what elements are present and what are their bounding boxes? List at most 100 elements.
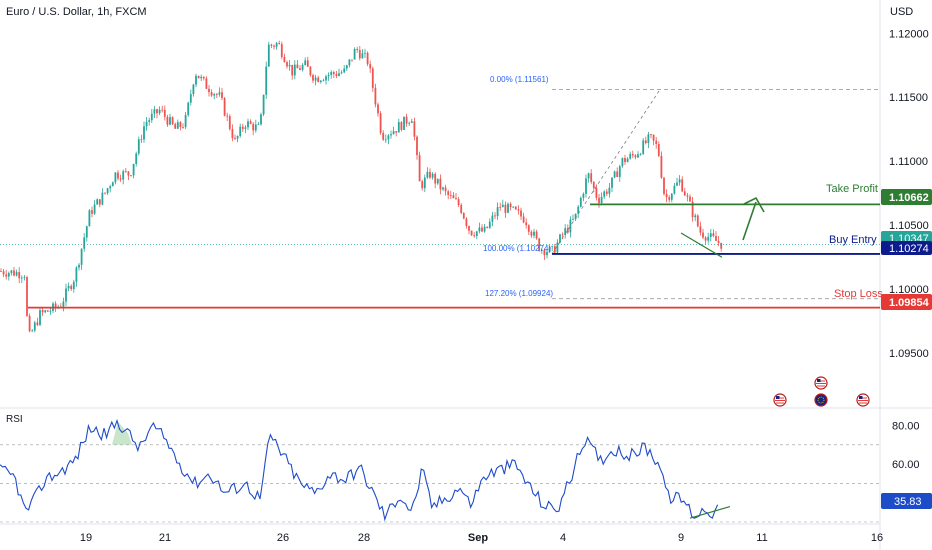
candle <box>148 117 151 126</box>
candle <box>444 184 447 196</box>
candle <box>273 44 275 50</box>
candle <box>338 68 340 77</box>
candle <box>158 106 161 116</box>
candle <box>413 117 416 141</box>
candle <box>283 53 286 63</box>
candle <box>715 231 717 242</box>
candle <box>83 233 86 252</box>
candle <box>504 201 507 218</box>
candle <box>54 301 57 312</box>
candle <box>702 228 704 240</box>
candle <box>569 216 572 238</box>
candle <box>293 60 296 80</box>
candle <box>605 188 608 196</box>
candle <box>709 228 712 242</box>
candle <box>408 121 411 127</box>
candle <box>7 271 10 281</box>
candle <box>335 70 338 79</box>
candle <box>88 208 91 227</box>
candle <box>517 205 520 215</box>
candle <box>392 126 395 135</box>
candle <box>252 121 255 136</box>
candle <box>20 275 23 284</box>
chart-title: Euro / U.S. Dollar, 1h, FXCM <box>6 6 147 18</box>
candle <box>46 309 49 312</box>
price-tick-label: 1.09500 <box>889 348 929 360</box>
us-flag-icon[interactable] <box>814 376 828 390</box>
fib-0-label: 0.00% (1.11561) <box>490 75 549 84</box>
candle <box>410 118 413 124</box>
candle <box>374 83 377 108</box>
candle <box>673 183 676 195</box>
candle <box>572 214 574 221</box>
candle <box>78 262 80 271</box>
candle <box>132 163 135 179</box>
candle <box>548 245 551 253</box>
rsi-value: 35.83 <box>894 496 922 508</box>
candle <box>109 184 112 193</box>
candle <box>514 206 517 210</box>
rsi-tick-label: 60.00 <box>892 459 920 471</box>
price-tick-label: 1.12000 <box>889 28 929 40</box>
us-flag-icon[interactable] <box>856 393 870 407</box>
candle <box>390 130 392 139</box>
candle <box>192 83 195 97</box>
candle <box>361 49 364 59</box>
candle <box>683 187 686 196</box>
candle <box>481 224 483 233</box>
candle <box>501 199 504 208</box>
candle <box>507 202 509 214</box>
candle <box>187 101 190 117</box>
candle <box>468 225 470 235</box>
candle <box>41 308 44 317</box>
candle <box>483 224 486 233</box>
candle <box>533 228 535 239</box>
candle <box>603 190 606 200</box>
time-tick-label: 26 <box>277 532 289 544</box>
candle <box>221 88 223 101</box>
candle <box>267 41 270 67</box>
price-candles <box>0 40 880 333</box>
candle <box>631 150 634 159</box>
candle <box>358 45 361 61</box>
candle <box>574 213 577 221</box>
candle <box>39 307 41 327</box>
candle <box>10 270 13 276</box>
candle <box>634 154 637 160</box>
candle <box>712 229 715 238</box>
candle <box>382 130 385 141</box>
candle <box>657 141 660 158</box>
eu-flag-icon[interactable] <box>814 393 828 407</box>
candle <box>400 121 403 132</box>
candle <box>696 214 699 228</box>
candle <box>340 70 343 75</box>
candle <box>241 123 244 132</box>
candle <box>319 79 322 84</box>
candle <box>592 181 595 193</box>
candle <box>364 48 366 58</box>
candle <box>306 56 309 67</box>
candle <box>26 275 28 317</box>
candle <box>332 70 335 78</box>
candle <box>275 42 278 50</box>
candle <box>668 195 671 203</box>
fib-127-label: 127.20% (1.09924) <box>485 289 553 298</box>
candle <box>171 116 174 126</box>
candle <box>486 226 489 229</box>
candle <box>247 118 249 131</box>
us-flag-icon[interactable] <box>773 393 787 407</box>
candle <box>660 151 663 179</box>
candle <box>244 125 247 134</box>
candle <box>366 51 369 67</box>
candle <box>249 119 252 125</box>
time-tick-label: 16 <box>871 532 883 544</box>
candle <box>208 85 210 97</box>
candle <box>676 177 678 187</box>
candle <box>530 230 533 238</box>
candle <box>650 133 652 139</box>
candle <box>600 192 603 206</box>
candle <box>215 92 218 98</box>
rsi-grid <box>0 421 880 523</box>
rsi-value-bg <box>881 493 932 509</box>
candle <box>540 248 543 254</box>
